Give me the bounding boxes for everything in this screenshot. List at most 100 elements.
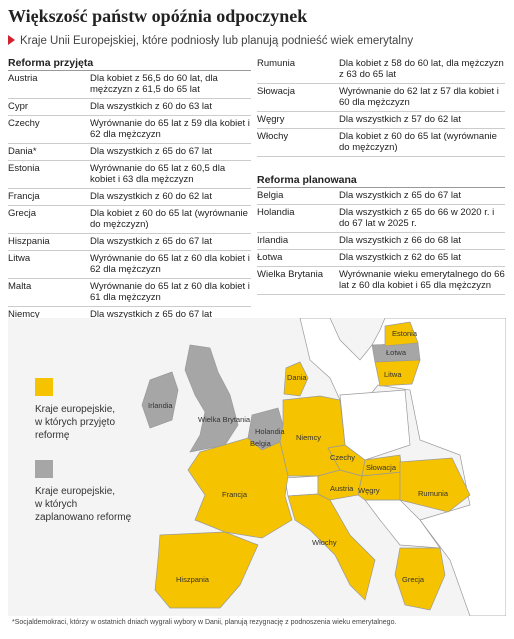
country: Austria [8,73,38,84]
table-row: Grecja Dla kobiet z 60 do 65 lat (wyrówna… [8,206,251,234]
description: Wyrównanie do 65 lat z 60,5 dla kobiet i… [90,163,226,185]
description: Dla wszystkich z 60 do 62 lat [90,191,212,202]
country: Belgia [257,190,284,201]
table-row: Słowacja Wyrównanie do 62 lat z 57 dla ko… [257,84,505,112]
table-row: Rumunia Dla kobiet z 58 do 60 lat, dla mę… [257,56,505,84]
country: Estonia [8,163,40,174]
map-label: Hiszpania [176,575,210,584]
description: Dla kobiet z 60 do 65 lat (wyrównanie do… [339,131,497,153]
table-row: Irlandia Dla wszystkich z 66 do 68 lat [257,233,505,250]
description: Wyrównanie do 65 lat z 60 dla kobiet i 6… [90,253,250,275]
legend-swatch [35,378,53,396]
map-label: Węgry [358,486,380,495]
legend-line: zaplanowano reformę [35,512,132,523]
description: Dla wszystkich z 65 do 67 lat [90,236,212,247]
description: Wyrównanie wieku emerytalnego do 66 lat … [339,269,505,291]
table-row: Austria Dla kobiet z 56,5 do 60 lat, dla … [8,71,251,99]
country: Malta [8,281,32,292]
legend-line: w których [34,499,77,510]
country: Rumunia [257,58,296,69]
country: Czechy [8,118,40,129]
bullet [8,35,15,45]
legend-label: Kraje europejskie, w których zaplanowano r… [34,486,132,523]
country: Łotwa [257,252,283,263]
map-label: Litwa [384,370,402,379]
country: Wielka Brytania [257,269,323,280]
legend: Kraje europejskie, w których przyjęto refo… [34,404,132,523]
table-row: Wielka Brytania Wyrównanie wieku emerytal… [257,267,505,295]
table-column: Rumunia Dla kobiet z 58 do 60 lat, dla mę… [257,56,505,295]
table-row: Czechy Wyrównanie do 65 lat z 59 dla kobi… [8,116,251,144]
table-row: Cypr Dla wszystkich z 60 do 63 lat [8,99,251,116]
description: Dla wszystkich z 65 do 67 lat [90,146,212,157]
country: Francja [8,191,40,202]
description: Dla wszystkich z 57 do 62 lat [339,114,461,125]
section-title: Reforma przyjęta [8,56,251,71]
legend-line: reformę [35,430,70,441]
description: Wyrównanie do 62 lat z 57 dla kobiet i 6… [339,86,499,108]
spacer [257,157,505,173]
title: Większość państw opóźnia odpoczynek [8,6,308,26]
subtitle: Kraje Unii Europejskiej, które podniosły… [8,35,413,47]
description: Dla kobiet z 60 do 65 lat (wyrównanie do… [90,208,248,230]
country: Dania* [8,146,37,157]
subtitle-text: Kraje Unii Europejskiej, które podniosły… [20,35,414,47]
map: Kraje europejskie, w których przyjęto refo… [8,318,506,616]
legend-line: w których przyjęto [34,417,115,428]
table-row: Belgia Dla wszystkich z 65 do 67 lat [257,188,505,205]
country: Cypr [8,101,29,112]
map-label: Estonia [392,329,418,338]
country: Holandia [257,207,295,218]
section-title: Reforma planowana [257,173,505,188]
table-row: Estonia Wyrównanie do 65 lat z 60,5 dla k… [8,161,251,189]
map-label: Grecja [402,575,425,584]
country: Włochy [257,131,289,142]
map-label: Austria [330,484,354,493]
legend-line: Kraje europejskie, [35,404,115,415]
description: Dla wszystkich z 66 do 68 lat [339,235,461,246]
table-row: Hiszpania Dla wszystkich z 65 do 67 lat [8,234,251,251]
description: Dla wszystkich z 65 do 66 w 2020 r. i do… [339,207,495,229]
legend-line: Kraje europejskie, [35,486,115,497]
country: Słowacja [257,86,296,97]
map-label: Słowacja [366,463,397,472]
map-label: Belgia [250,439,272,448]
map-label: Holandia [255,427,285,436]
table-row: Litwa Wyrównanie do 65 lat z 60 dla kobie… [8,251,251,279]
table-row: Łotwa Dla wszystkich z 62 do 65 lat [257,250,505,267]
description: Wyrównanie do 65 lat z 59 dla kobiet i 6… [90,118,250,140]
table-row: Włochy Dla kobiet z 60 do 65 lat (wyrówna… [257,129,505,157]
map-label: Wielka Brytania [198,415,251,424]
legend-label: Kraje europejskie, w których przyjęto refo… [34,404,115,441]
map-label: Irlandia [148,401,173,410]
description: Dla kobiet z 58 do 60 lat, dla mężczyzn … [339,58,504,80]
map-label: Włochy [312,538,337,547]
map-labels: Estonia Łotwa Litwa Dania Irlandia Wielka Bry… [148,329,449,584]
table-row: Holandia Dla wszystkich z 65 do 66 w 2020… [257,205,505,233]
footnote: *Socjaldemokraci, którzy w ostatnich dni… [12,619,397,626]
country: Niemcy [8,309,40,320]
table-row: Dania* Dla wszystkich z 65 do 67 lat [8,144,251,161]
map-label: Łotwa [386,348,407,357]
legend-swatch [35,460,53,478]
table-row: Francja Dla wszystkich z 60 do 62 lat [8,189,251,206]
country: Grecja [8,208,36,219]
map-label: Niemcy [296,433,321,442]
description: Dla wszystkich z 65 do 67 lat [90,309,212,320]
table-row: Malta Wyrównanie do 65 lat z 60 dla kobie… [8,279,251,307]
description: Dla kobiet z 56,5 do 60 lat, dla mężczyz… [90,73,218,95]
description: Dla wszystkich z 65 do 67 lat [339,190,461,201]
table-row: Węgry Dla wszystkich z 57 do 62 lat [257,112,505,129]
table-column: Reforma przyjęta Austria Dla kobiet z 56,5… [8,56,251,324]
country: Irlandia [257,235,289,246]
map-label: Dania [287,373,307,382]
countries [141,318,506,616]
description: Dla wszystkich z 60 do 63 lat [90,101,212,112]
country: Hiszpania [8,236,50,247]
country: Węgry [257,114,285,125]
map-label: Czechy [330,453,355,462]
description: Dla wszystkich z 62 do 65 lat [339,252,461,263]
map-label: Francja [222,490,248,499]
description: Wyrównanie do 65 lat z 60 dla kobiet i 6… [90,281,250,303]
